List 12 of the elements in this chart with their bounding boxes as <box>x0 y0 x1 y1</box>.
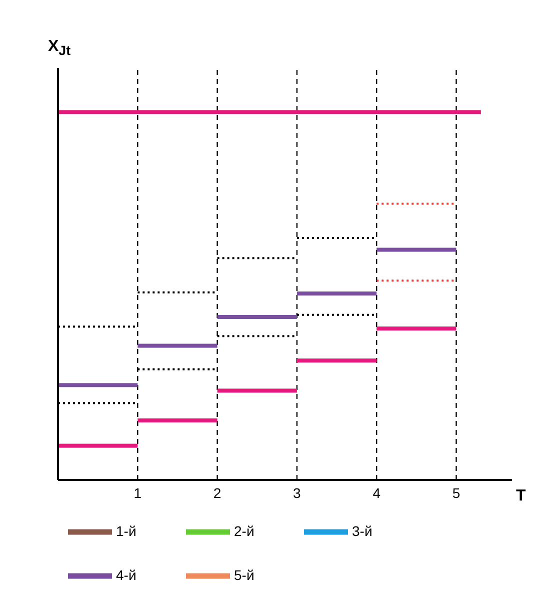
x-tick-label: 2 <box>213 484 222 501</box>
x-tick-label: 4 <box>372 484 381 501</box>
legend-label: 3-й <box>352 522 374 541</box>
legend-label: 4-й <box>116 566 138 585</box>
x-tick-label: 5 <box>452 484 460 501</box>
legend-label: 5-й <box>234 566 256 585</box>
x-tick-label: 3 <box>293 484 302 501</box>
x-axis-title: T <box>516 488 526 505</box>
y-axis-title: X$_{Jt}$ <box>48 38 71 58</box>
legend-label: 2-й <box>234 522 256 541</box>
legend-label: 1-й <box>116 522 138 541</box>
x-tick-label: 1 <box>134 484 142 501</box>
